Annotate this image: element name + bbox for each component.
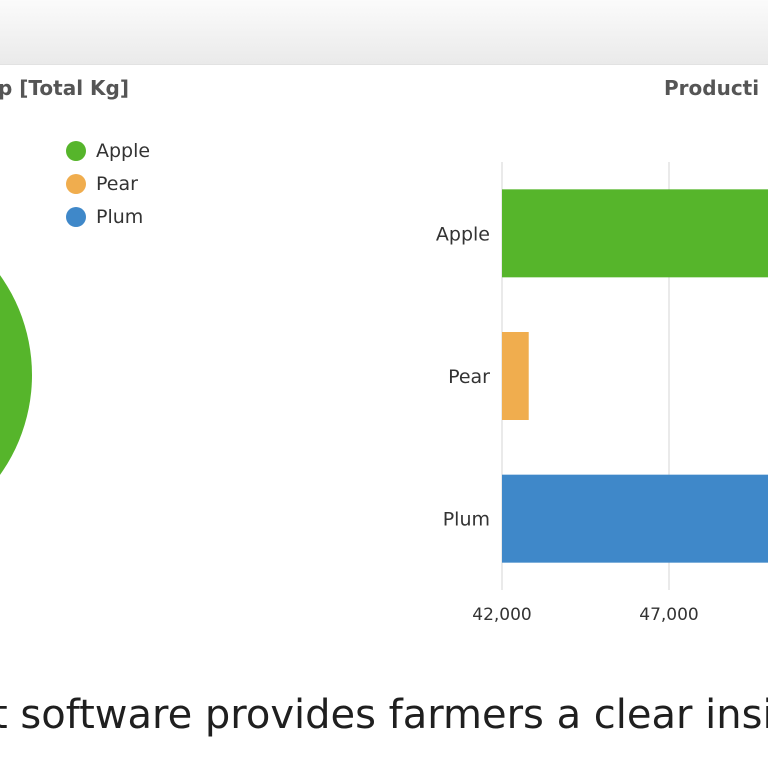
pie-chart [0, 203, 32, 547]
pie-chart-title: p [Total Kg] [0, 76, 129, 100]
pie-slice-apple[interactable] [0, 203, 32, 547]
y-tick-label-plum: Plum [443, 509, 490, 531]
x-tick-label-0: 42,000 [472, 605, 531, 625]
legend-swatch-pear [66, 173, 86, 194]
caption-text: t software provides farmers a clear insi… [0, 692, 768, 738]
y-tick-label-apple: Apple [436, 223, 490, 245]
legend-label-pear: Pear [96, 172, 138, 195]
legend-item-plum[interactable]: Plum [66, 200, 150, 233]
bar-pear[interactable] [502, 332, 529, 420]
legend-item-apple[interactable]: Apple [66, 134, 150, 167]
legend-label-apple: Apple [96, 139, 151, 162]
legend-label-plum: Plum [96, 205, 144, 228]
y-tick-label-pear: Pear [448, 366, 490, 388]
x-tick-label-1: 47,000 [639, 605, 698, 625]
legend-swatch-apple [66, 140, 86, 161]
legend-swatch-plum [66, 206, 86, 227]
bar-apple[interactable] [502, 189, 768, 278]
bar-chart-title: Producti [664, 76, 760, 100]
bar-chart: 42,000 47,000 Apple Pear Plum [436, 162, 768, 625]
pie-legend: Apple Pear Plum [66, 134, 150, 233]
legend-item-pear[interactable]: Pear [66, 167, 150, 200]
top-bar [0, 0, 768, 65]
bar-plum[interactable] [502, 474, 768, 563]
